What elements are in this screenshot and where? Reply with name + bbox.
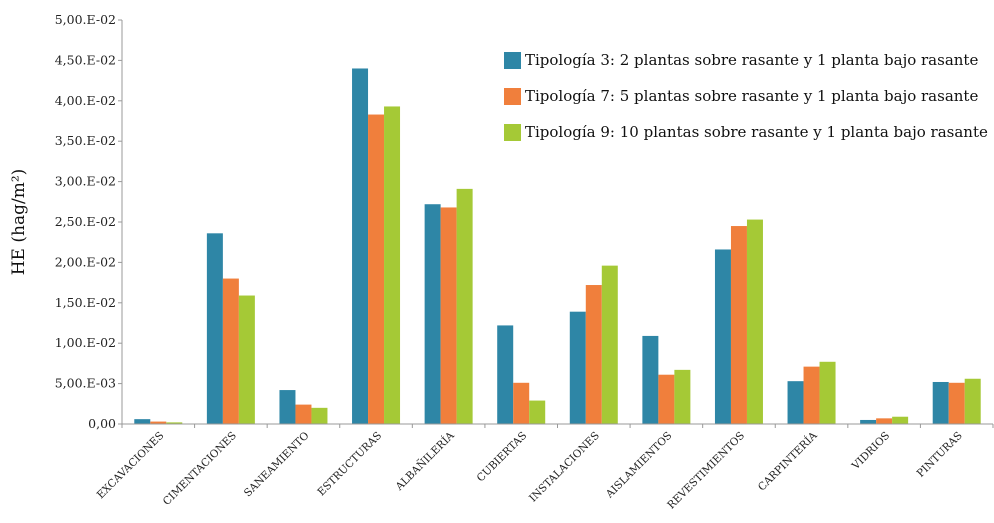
bar [222,278,239,424]
y-tick-label: 4,50.E-02 [55,52,116,67]
bar [311,407,328,424]
x-tick-label: INSTALACIONES [527,430,602,505]
bar [384,106,401,425]
x-tick-label: VIDRIOS [849,430,892,473]
bar [513,382,530,424]
bar [352,68,369,424]
bar [948,382,965,424]
y-axis-title: HE (hag/m²) [9,169,29,276]
legend-label: Tipología 3: 2 plantas sobre rasante y 1… [525,51,978,69]
bar [456,188,473,424]
y-tick-label: 2,50.E-02 [55,214,116,229]
legend-label: Tipología 9: 10 plantas sobre rasante y … [525,123,988,141]
bars-group [134,68,981,425]
x-tick-label: CARPINTERÍA [754,428,820,494]
bar [642,335,659,424]
bar [295,404,312,424]
legend-swatch [504,52,521,69]
bar [746,219,763,424]
legend-swatch [504,88,521,105]
x-tick-label: CUBIERTAS [475,430,530,485]
bar [892,416,909,424]
bar [714,249,731,424]
y-tick-label: 1,00.E-02 [55,335,116,350]
y-tick-label: 1,50.E-02 [55,295,116,310]
bar [658,374,675,424]
x-tick-label: ESTRUCTURAS [315,430,384,499]
y-tick-label: 3,50.E-02 [55,133,116,148]
y-tick-label: 3,00.E-02 [55,174,116,189]
y-tick-label: 0,00 [88,416,116,431]
bar [206,233,223,424]
bar [166,422,183,424]
legend-swatch [504,124,521,141]
bar [674,369,691,424]
x-tick-label: SANEAMIENTO [242,429,312,499]
x-tick-label: PINTURAS [915,430,965,480]
bar [497,325,514,424]
bar [585,285,602,424]
bar [787,381,804,424]
bar [424,204,441,424]
x-tick-label: REVESTIMIENTOS [665,430,747,512]
x-tick-label: ALBAÑILERÍA [391,428,457,494]
x-tick-label: EXCAVACIONES [95,430,167,502]
y-axis: 0,00 5,00.E-03 1,00.E-02 1,50.E-02 2,00.E-02… [55,12,123,431]
bar [932,381,949,424]
y-tick-label: 5,00.E-02 [55,12,116,27]
legend-label: Tipología 7: 5 plantas sobre rasante y 1… [525,87,978,105]
bar [238,295,255,424]
bar [819,361,836,424]
x-tick-label: AISLAMIENTOS [603,430,674,501]
bar [803,366,820,424]
bar [368,114,385,424]
bar [134,419,151,424]
bar [730,226,747,424]
bar [440,207,457,424]
bar [601,265,618,424]
bar [964,378,981,424]
y-tick-label: 4,00.E-02 [55,93,116,108]
bar [150,421,167,424]
y-tick-label: 2,00.E-02 [55,254,116,269]
x-tick-label: CIMENTACIONES [161,430,239,508]
y-tick-label: 5,00.E-03 [55,376,116,391]
bar [279,390,296,424]
bar [529,400,546,424]
legend: Tipología 3: 2 plantas sobre rasante y 1… [504,51,988,141]
bar [876,418,893,424]
bar [569,311,586,424]
bar [860,419,877,424]
